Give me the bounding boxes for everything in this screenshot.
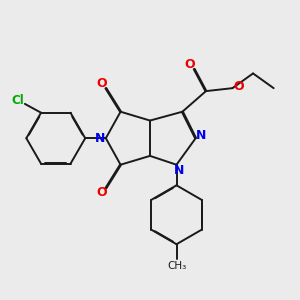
- Text: O: O: [184, 58, 195, 71]
- Text: CH₃: CH₃: [167, 261, 186, 271]
- Text: O: O: [96, 77, 107, 90]
- Text: O: O: [233, 80, 244, 93]
- Text: N: N: [196, 129, 207, 142]
- Text: N: N: [174, 164, 184, 177]
- Text: O: O: [96, 186, 107, 199]
- Text: N: N: [95, 132, 106, 145]
- Text: Cl: Cl: [11, 94, 24, 107]
